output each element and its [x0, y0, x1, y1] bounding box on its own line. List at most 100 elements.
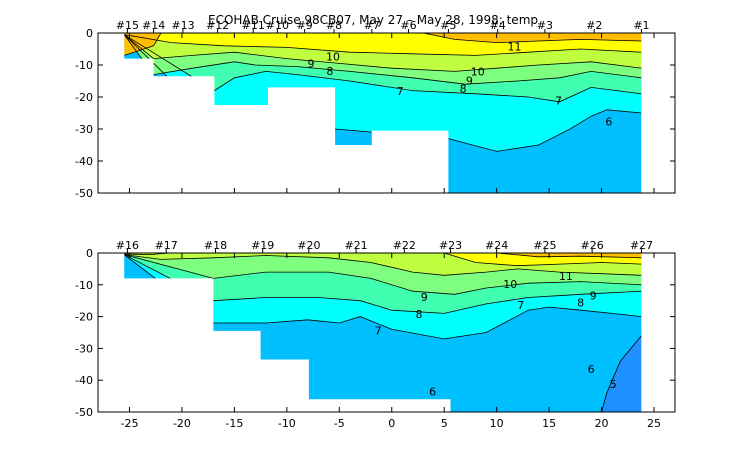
x-tick-label: 5 — [441, 417, 448, 430]
station-label: #20 — [297, 239, 320, 252]
contour-value-label: 11 — [559, 270, 573, 283]
upper-bottom-mask — [98, 33, 675, 193]
temperature-band — [124, 33, 161, 56]
contour-line — [423, 33, 642, 44]
x-tick-label: -10 — [278, 417, 296, 430]
contour-value-label: 9 — [590, 289, 597, 302]
contour-value-label: 7 — [375, 325, 382, 338]
station-label: #23 — [439, 239, 462, 252]
x-tick-label: 15 — [542, 417, 556, 430]
x-tick-label: 25 — [647, 417, 661, 430]
contour-line — [123, 34, 642, 72]
station-label: #25 — [533, 239, 556, 252]
y-tick-label: 0 — [86, 27, 93, 40]
station-label: #16 — [116, 239, 139, 252]
y-tick-label: -40 — [75, 155, 93, 168]
station-label: #6 — [400, 19, 416, 32]
lower-axes-frame — [97, 252, 676, 413]
x-tick-label: -25 — [120, 417, 138, 430]
station-label: #1 — [633, 19, 649, 32]
y-tick-label: -30 — [75, 123, 93, 136]
station-label: #14 — [142, 19, 165, 32]
station-label: #13 — [171, 19, 194, 32]
station-label: #22 — [393, 239, 416, 252]
station-label: #27 — [630, 239, 653, 252]
contour-value-label: 7 — [555, 95, 562, 108]
contour-value-label: 6 — [429, 386, 436, 399]
lower-bottom-mask — [98, 253, 675, 412]
upper-station-labels: #15 #14 #13 #12 #11 #10 #9 #8 #7 #6 #5 #4 #3 #2 #1 — [116, 19, 650, 33]
station-label: #18 — [204, 239, 227, 252]
contour-value-label: 10 — [503, 278, 517, 291]
x-tick-label: -20 — [173, 417, 191, 430]
contour-line — [123, 34, 642, 103]
station-label: #3 — [537, 19, 553, 32]
station-label: #2 — [586, 19, 602, 32]
contour-value-label: 7 — [517, 299, 524, 312]
upper-x-ticks — [128, 33, 655, 193]
contour-value-label: 6 — [588, 363, 595, 376]
station-label: #7 — [364, 19, 380, 32]
contour-line — [123, 254, 642, 340]
lower-y-ticks: 0 -10 -20 -30 -40 -50 — [75, 247, 675, 419]
upper-y-ticks: 0 -10 -20 -30 -40 -50 — [75, 27, 675, 200]
upper-axes-frame — [97, 32, 676, 194]
temperature-band — [423, 33, 642, 43]
lower-temperature-fill — [124, 253, 642, 412]
contour-value-label: 8 — [577, 296, 584, 309]
contour-line — [123, 34, 642, 85]
lower-station-labels: #16 #17 #18 #19 #20 #21 #22 #23 #24 #25 #26 #27 — [116, 239, 653, 253]
station-label: #8 — [326, 19, 342, 32]
contour-line — [124, 254, 642, 314]
contour-value-label: 9 — [307, 58, 314, 71]
lower-x-ticks: -25 -20 -15 -10 -5 0 5 10 15 20 25 — [120, 253, 661, 430]
y-tick-label: -10 — [75, 279, 93, 292]
station-label: #4 — [490, 19, 506, 32]
contour-value-label: 6 — [605, 116, 612, 129]
x-tick-label: -5 — [334, 417, 345, 430]
station-label: #12 — [206, 19, 229, 32]
contour-line — [124, 34, 642, 56]
x-tick-label: 10 — [490, 417, 504, 430]
station-label: #17 — [155, 239, 178, 252]
y-tick-label: 0 — [86, 247, 93, 260]
y-tick-label: -50 — [75, 406, 93, 419]
contour-line — [124, 335, 642, 412]
contour-value-label: 9 — [421, 291, 428, 304]
y-tick-label: -10 — [75, 59, 93, 72]
contour-value-label: 5 — [610, 378, 617, 391]
contour-line — [444, 253, 642, 267]
contour-line — [124, 254, 642, 276]
station-label: #11 — [242, 19, 265, 32]
y-tick-label: -20 — [75, 311, 93, 324]
figure-title: ECOHAB Cruise 98CB07, May 27 – May 28, 1… — [208, 13, 538, 27]
station-label: #19 — [251, 239, 274, 252]
lower-contour-lines — [123, 253, 642, 412]
y-tick-label: -30 — [75, 342, 93, 355]
y-tick-label: -50 — [75, 187, 93, 200]
contour-value-label: 8 — [416, 308, 423, 321]
contour-value-label: 7 — [397, 85, 404, 98]
station-label: #10 — [266, 19, 289, 32]
station-label: #24 — [485, 239, 508, 252]
y-tick-label: -20 — [75, 91, 93, 104]
contour-line — [124, 254, 642, 295]
contour-value-label: 10 — [326, 50, 340, 63]
station-label: #15 — [116, 19, 139, 32]
y-tick-label: -40 — [75, 374, 93, 387]
contour-value-label: 11 — [507, 40, 521, 53]
station-label: #26 — [581, 239, 604, 252]
contour-value-label: 8 — [460, 83, 467, 96]
contour-value-label: 10 — [471, 65, 485, 78]
x-tick-label: 0 — [388, 417, 395, 430]
contour-line — [496, 253, 642, 259]
station-label: #9 — [297, 19, 313, 32]
station-label: #21 — [344, 239, 367, 252]
x-tick-label: -15 — [225, 417, 243, 430]
x-tick-label: 20 — [595, 417, 609, 430]
contour-line — [124, 33, 162, 56]
